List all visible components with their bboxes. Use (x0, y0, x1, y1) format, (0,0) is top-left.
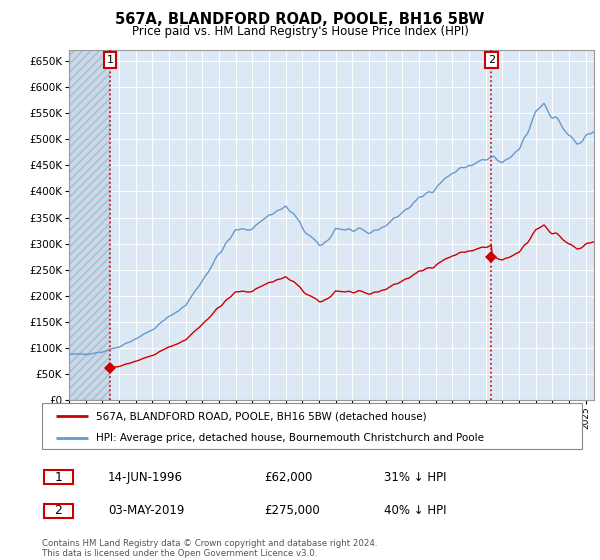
Text: 40% ↓ HPI: 40% ↓ HPI (384, 504, 446, 517)
Text: £62,000: £62,000 (264, 470, 313, 484)
FancyBboxPatch shape (44, 470, 73, 484)
Text: HPI: Average price, detached house, Bournemouth Christchurch and Poole: HPI: Average price, detached house, Bour… (96, 433, 484, 442)
Text: 1: 1 (55, 470, 62, 484)
Text: 2: 2 (488, 55, 495, 65)
FancyBboxPatch shape (44, 503, 73, 518)
Text: 2: 2 (55, 504, 62, 517)
Text: Contains HM Land Registry data © Crown copyright and database right 2024.
This d: Contains HM Land Registry data © Crown c… (42, 539, 377, 558)
Bar (69, 50, 110, 400)
Text: 1: 1 (106, 55, 113, 65)
Text: £275,000: £275,000 (264, 504, 320, 517)
FancyBboxPatch shape (42, 403, 582, 449)
Text: 03-MAY-2019: 03-MAY-2019 (108, 504, 184, 517)
Text: 31% ↓ HPI: 31% ↓ HPI (384, 470, 446, 484)
Text: Price paid vs. HM Land Registry's House Price Index (HPI): Price paid vs. HM Land Registry's House … (131, 25, 469, 38)
Text: 14-JUN-1996: 14-JUN-1996 (108, 470, 183, 484)
Text: 567A, BLANDFORD ROAD, POOLE, BH16 5BW (detached house): 567A, BLANDFORD ROAD, POOLE, BH16 5BW (d… (96, 411, 427, 421)
Text: 567A, BLANDFORD ROAD, POOLE, BH16 5BW: 567A, BLANDFORD ROAD, POOLE, BH16 5BW (115, 12, 485, 27)
